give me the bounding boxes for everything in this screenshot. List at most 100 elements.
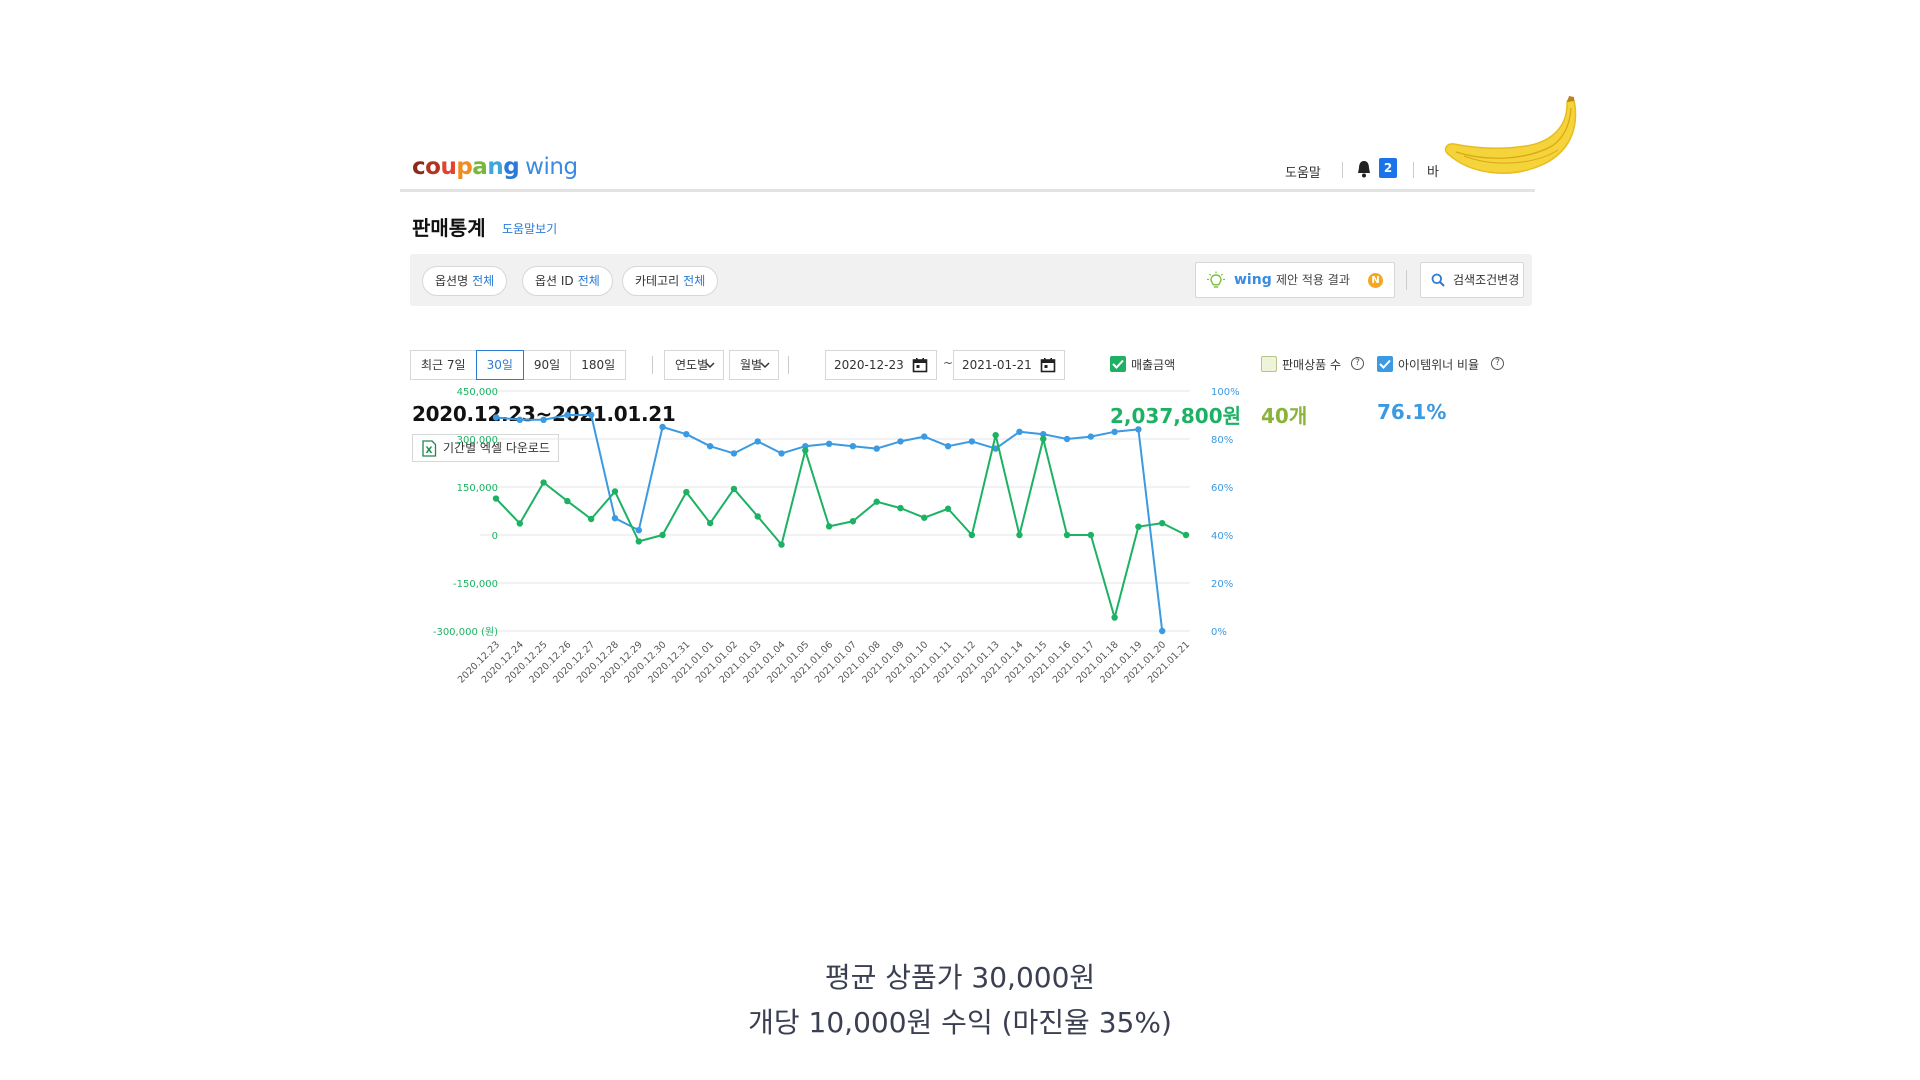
products-total: 40개 — [1261, 404, 1308, 428]
coupang-wing-logo[interactable]: coupang wing — [412, 154, 578, 180]
category-filter[interactable]: 카테고리 전체 — [622, 266, 719, 296]
itemwinner-point — [778, 450, 785, 457]
left-axis-tick-label: 150,000 — [457, 483, 498, 494]
header-divider — [1342, 162, 1343, 178]
header-divider — [1413, 162, 1414, 178]
right-axis-tick-label: 40% — [1211, 531, 1233, 542]
sales-point — [921, 514, 928, 521]
products-checkbox[interactable] — [1261, 356, 1277, 372]
page-title: 판매통계 — [412, 216, 486, 240]
calendar-icon[interactable] — [1040, 357, 1056, 373]
logo-wing-text: wing — [525, 154, 578, 180]
sales-point — [683, 488, 690, 496]
itemwinner-total: 76.1% — [1377, 400, 1447, 424]
sales-point — [1182, 531, 1190, 539]
user-menu[interactable]: 바 — [1427, 165, 1439, 180]
search-icon — [1431, 273, 1445, 287]
itemwinner-checkbox[interactable] — [1377, 356, 1393, 372]
period-90d-button[interactable]: 90일 — [522, 350, 572, 380]
right-axis-tick-label: 100% — [1211, 387, 1240, 398]
itemwinner-point — [849, 443, 857, 450]
caption-margin: 개당 10,000원 수익 (마진율 35%) — [748, 1006, 1172, 1039]
sales-point — [659, 531, 666, 539]
chip-label: 옵션명 — [435, 274, 469, 288]
sales-chart: 450,000 300,000 150,000 0 -150,000 -300,000 (… — [433, 387, 1240, 686]
right-axis-tick-label: 60% — [1211, 483, 1233, 494]
help-question-icon[interactable]: ? — [1491, 357, 1504, 370]
chip-label: 옵션 ID — [535, 274, 574, 288]
date-range-tilde: ~ — [943, 356, 954, 370]
svg-text:X: X — [426, 446, 433, 456]
sales-total: 2,037,800원 — [1110, 404, 1242, 428]
left-axis-tick-label: -300,000 (원) — [433, 626, 498, 638]
itemwinner-point — [492, 414, 500, 421]
calendar-icon[interactable] — [912, 357, 928, 373]
itemwinner-point — [1111, 428, 1118, 435]
itemwinner-point — [754, 438, 761, 445]
itemwinner-point — [635, 527, 642, 534]
sales-legend-label: 매출금액 — [1131, 358, 1176, 372]
sales-point — [944, 505, 952, 512]
sales-checkbox[interactable] — [1110, 356, 1126, 372]
chip-label: 카테고리 — [635, 274, 680, 288]
itemwinner-point — [897, 438, 904, 445]
header-help-link[interactable]: 도움말 — [1285, 166, 1321, 181]
notification-badge[interactable]: 2 — [1379, 158, 1397, 178]
period-selector: 최근 7일 30일 90일 180일 — [410, 350, 627, 380]
itemwinner-point — [921, 433, 928, 440]
itemwinner-point — [611, 515, 619, 522]
left-axis-tick-label: 450,000 — [457, 387, 498, 398]
yearly-dropdown[interactable]: 연도별 — [664, 350, 724, 380]
sales-point — [540, 479, 547, 486]
sales-point — [825, 523, 833, 530]
sales-point — [1087, 531, 1095, 539]
sales-point — [635, 538, 642, 545]
check-icon — [1379, 359, 1391, 369]
check-icon — [1112, 359, 1124, 369]
right-axis-tick-label: 0% — [1211, 627, 1227, 638]
sales-point — [516, 520, 523, 527]
sales-line — [495, 434, 1187, 619]
start-date-value: 2020-12-23 — [834, 358, 904, 372]
new-badge: N — [1368, 273, 1383, 288]
itemwinner-point — [730, 450, 738, 457]
chevron-down-icon — [760, 362, 770, 369]
itemwinner-point — [944, 443, 952, 450]
help-view-link[interactable]: 도움말보기 — [502, 222, 558, 236]
period-30d-button[interactable]: 30일 — [475, 350, 524, 380]
sales-point — [802, 447, 809, 454]
start-date-input[interactable]: 2020-12-23 — [825, 350, 937, 380]
end-date-input[interactable]: 2021-01-21 — [953, 350, 1065, 380]
right-axis-tick-label: 20% — [1211, 579, 1233, 590]
wing-word: wing — [1234, 272, 1272, 288]
itemwinner-legend-label: 아이템위너 비율 — [1398, 358, 1480, 372]
top-bar: coupang wing 도움말 2 바 — [400, 150, 1535, 192]
sales-point — [1159, 519, 1166, 527]
itemwinner-point — [1135, 426, 1142, 433]
filter-divider — [1406, 270, 1407, 290]
itemwinner-point — [1159, 627, 1166, 635]
excel-download-label: 기간별 엑셀 다운로드 — [443, 441, 550, 455]
logo-coupang-text: coupang — [412, 154, 520, 180]
sales-point — [706, 519, 714, 527]
end-date-value: 2021-01-21 — [962, 358, 1032, 372]
option-id-filter[interactable]: 옵션 ID 전체 — [522, 266, 613, 296]
wing-dashboard-panel: coupang wing 도움말 2 바 판매통계 도움말보기 옵션명 전체 옵션 … — [400, 100, 1535, 860]
monthly-dropdown[interactable]: 월별 — [729, 350, 779, 380]
sales-point — [873, 498, 880, 505]
sales-point — [778, 541, 785, 548]
period-divider — [788, 356, 789, 374]
sales-point — [897, 504, 904, 512]
option-name-filter[interactable]: 옵션명 전체 — [422, 266, 508, 296]
left-axis-tick-label: 0 — [492, 531, 498, 542]
sales-point — [492, 495, 500, 502]
itemwinner-point — [1016, 428, 1023, 435]
bell-icon[interactable] — [1355, 159, 1373, 179]
help-question-icon[interactable]: ? — [1351, 357, 1364, 370]
search-condition-button[interactable]: 검색조건변경 — [1420, 262, 1524, 298]
wing-suggestion-button[interactable]: wing 제안 적용 결과 N — [1195, 262, 1395, 298]
period-180d-button[interactable]: 180일 — [570, 350, 627, 380]
sales-point — [1040, 435, 1047, 443]
period-7d-button[interactable]: 최근 7일 — [410, 350, 477, 380]
sales-point — [754, 513, 761, 520]
